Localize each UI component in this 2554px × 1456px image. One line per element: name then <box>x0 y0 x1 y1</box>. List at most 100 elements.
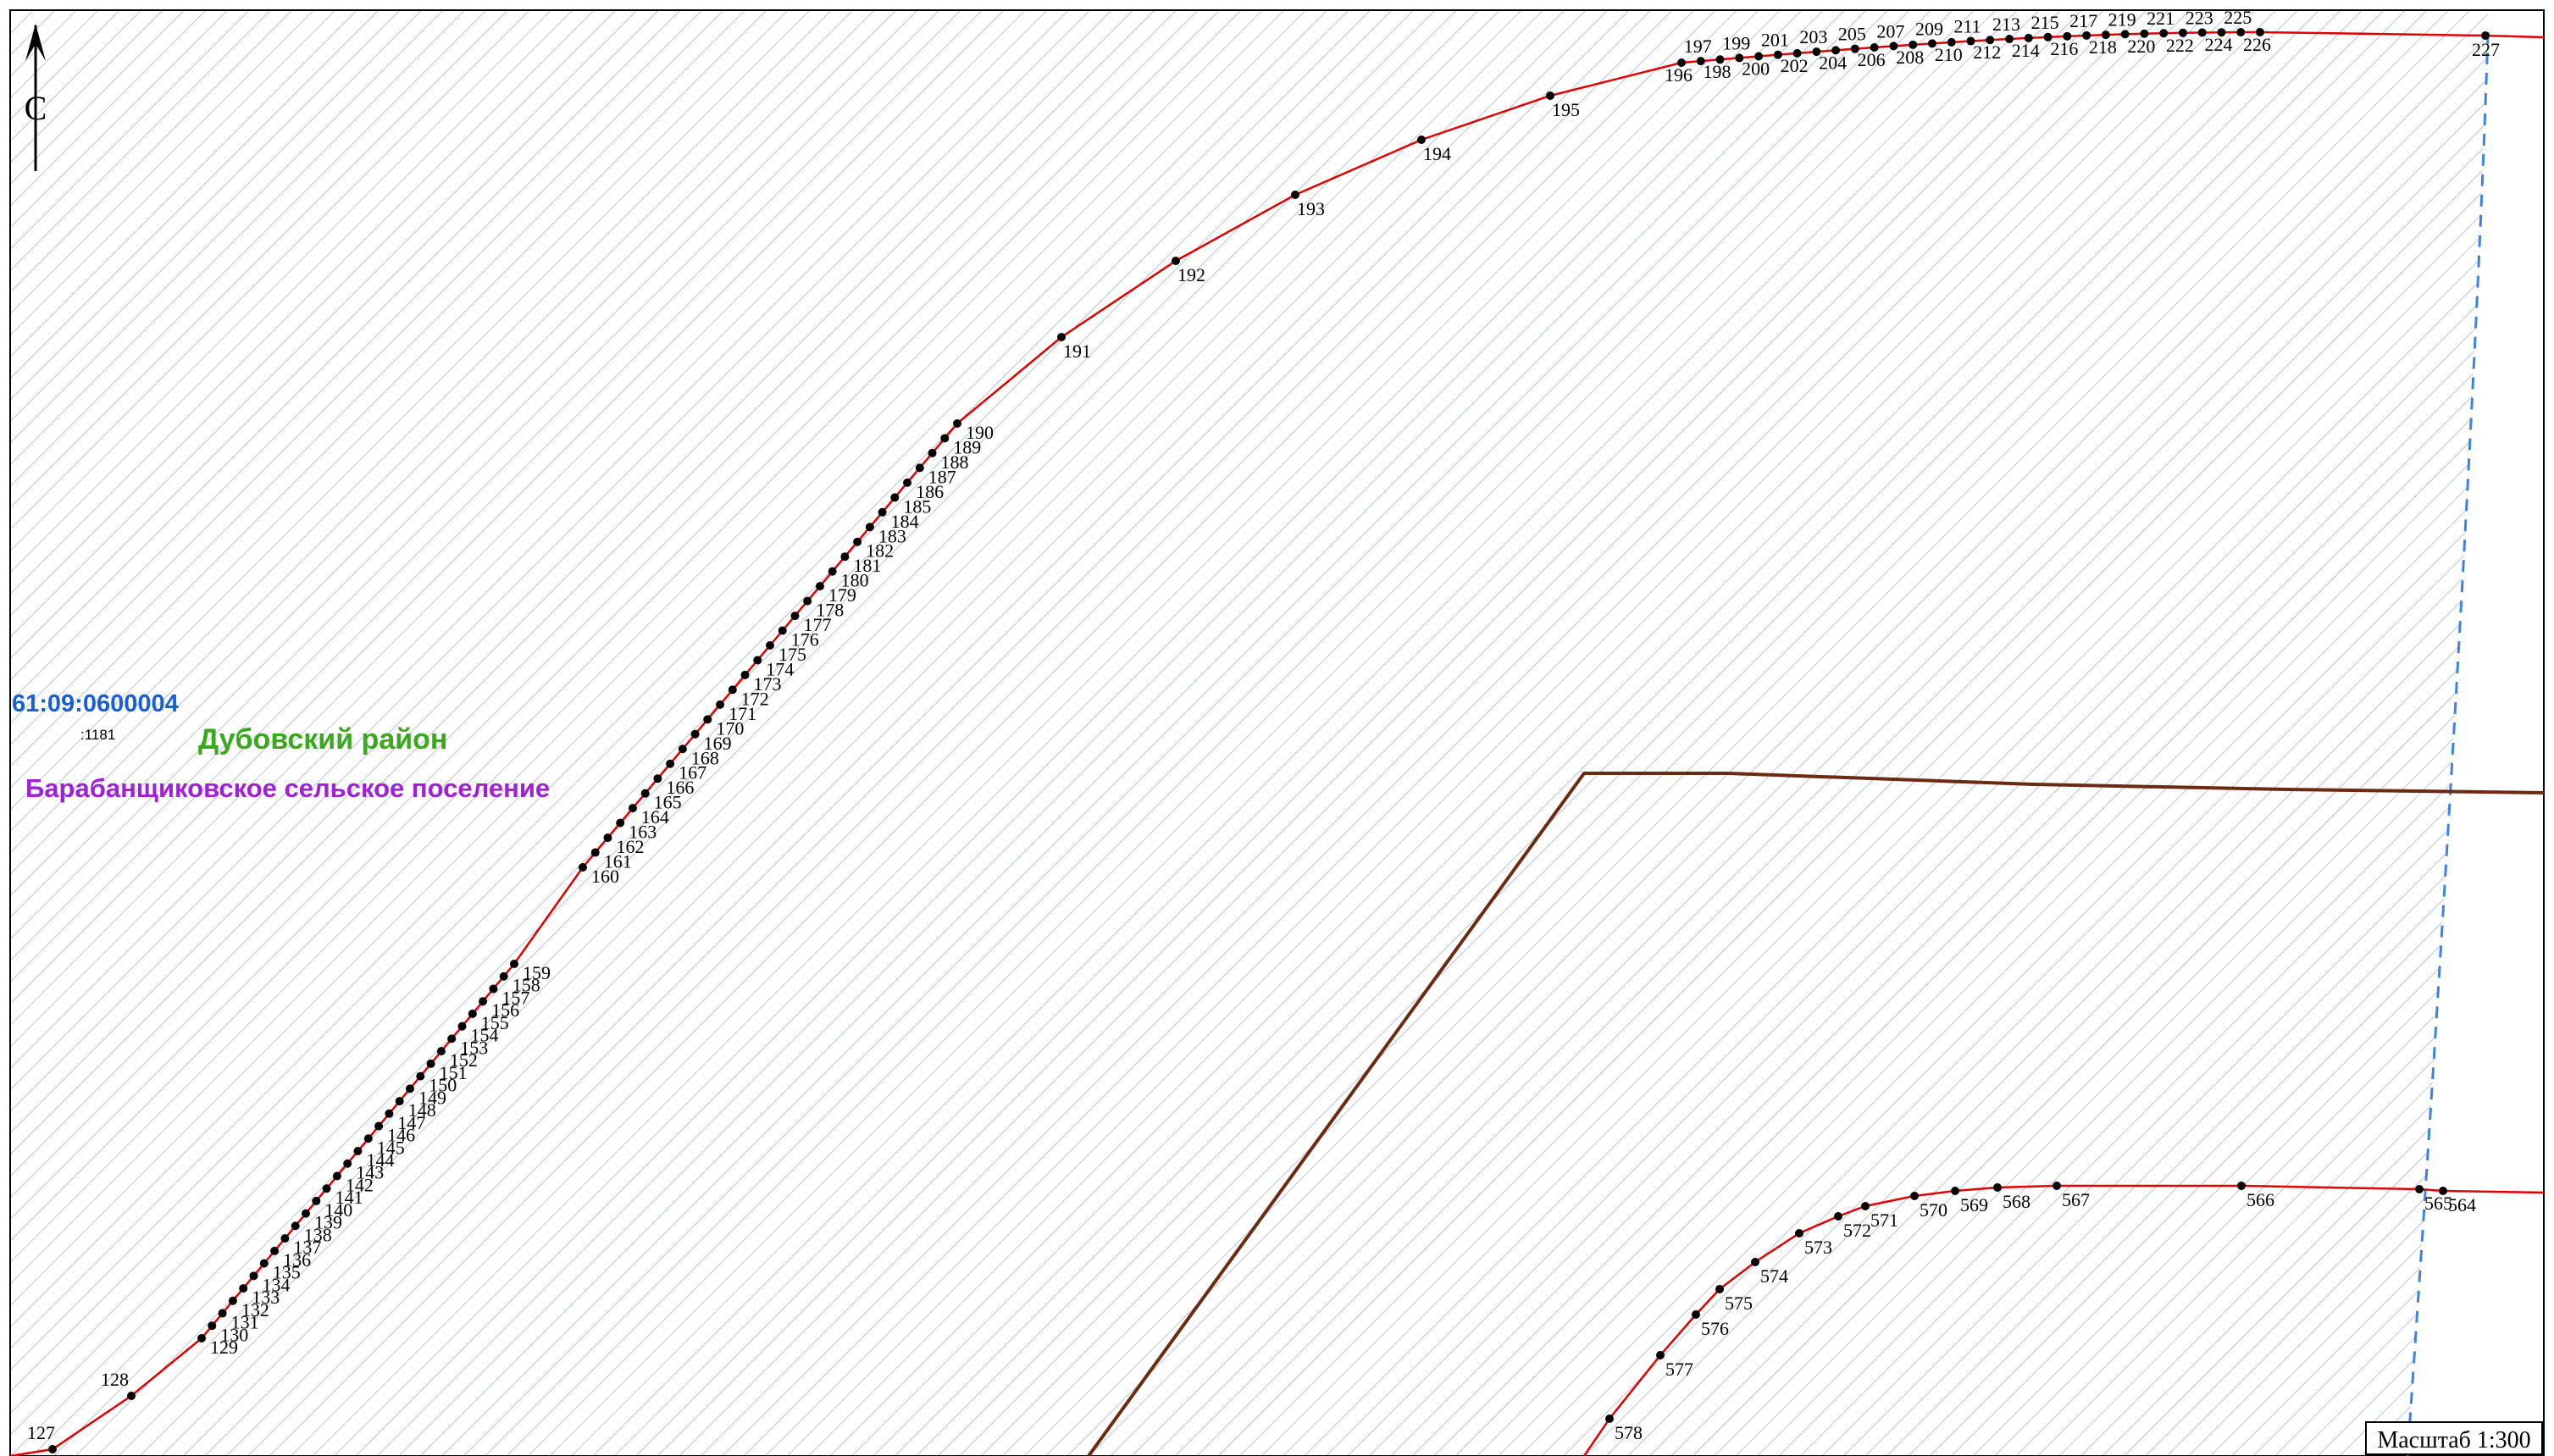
boundary-point-label: 202 <box>1781 55 1809 76</box>
boundary-point <box>666 759 675 768</box>
boundary-point <box>1291 191 1299 199</box>
boundary-point <box>878 507 887 517</box>
boundary-point <box>1605 1414 1614 1423</box>
scale-label: Масштаб 1:300 <box>2377 1427 2530 1453</box>
admin-border-line <box>1087 772 2545 1456</box>
boundary-point-label: 226 <box>2243 34 2271 55</box>
boundary-point <box>953 419 961 428</box>
boundary-point-label: 205 <box>1838 24 1866 45</box>
boundary-point <box>436 1047 446 1056</box>
boundary-point-label: 214 <box>2012 40 2040 61</box>
boundary-point-label: 132 <box>241 1299 269 1320</box>
boundary-point-label: 134 <box>263 1274 291 1295</box>
boundary-point-label: 180 <box>841 570 869 591</box>
boundary-point <box>197 1334 206 1343</box>
boundary-point-label: 148 <box>408 1099 436 1121</box>
boundary-point-label: 198 <box>1704 61 1731 82</box>
boundary-point <box>678 745 687 754</box>
boundary-point-label: 154 <box>471 1025 499 1046</box>
boundary-point-label: 127 <box>27 1422 55 1443</box>
boundary-point-label: 195 <box>1552 99 1580 120</box>
boundary-point <box>479 997 488 1006</box>
boundary-point <box>416 1071 425 1081</box>
boundary-point-label: 221 <box>2147 8 2175 29</box>
boundary-point <box>1927 39 1936 48</box>
boundary-point-label: 191 <box>1063 340 1091 362</box>
boundary-point-label: 574 <box>1760 1265 1788 1287</box>
boundary-point-label: 576 <box>1701 1318 1729 1339</box>
boundary-point <box>1546 91 1554 100</box>
boundary-point <box>1889 42 1898 51</box>
boundary-point <box>208 1321 217 1331</box>
map-frame <box>9 9 2545 1456</box>
boundary-point-label: 146 <box>387 1125 415 1146</box>
boundary-point-label: 137 <box>293 1237 321 1258</box>
boundary-point <box>2481 31 2490 40</box>
boundary-point <box>778 626 787 635</box>
boundary-point <box>728 685 737 695</box>
boundary-point-label: 183 <box>878 525 906 546</box>
boundary-point <box>1831 46 1841 55</box>
boundary-point <box>1870 43 1879 52</box>
boundary-point <box>766 641 774 650</box>
boundary-point-label: 217 <box>2069 10 2097 31</box>
boundary-point <box>2024 33 2033 42</box>
boundary-point <box>1792 48 1802 58</box>
boundary-point <box>280 1234 290 1243</box>
district-label: Дубовский район <box>198 723 447 756</box>
boundary-point <box>1735 53 1744 63</box>
boundary-point <box>1417 136 1426 144</box>
boundary-point-label: 173 <box>754 673 782 695</box>
boundary-point-label: 212 <box>1973 42 2001 63</box>
boundary-point-label: 130 <box>220 1324 248 1345</box>
boundary-point <box>1812 47 1821 57</box>
boundary-point <box>2063 31 2072 41</box>
boundary-point-label: 573 <box>1804 1237 1832 1258</box>
boundary-point <box>499 972 508 981</box>
boundary-point <box>928 448 937 457</box>
boundary-point <box>840 552 850 562</box>
boundary-point-label: 211 <box>1954 16 1981 37</box>
boundary-point <box>2237 1182 2246 1190</box>
boundary-point-label: 133 <box>252 1287 280 1308</box>
boundary-point <box>1795 1229 1803 1237</box>
boundary-point <box>1909 40 1918 49</box>
boundary-point-label: 159 <box>523 962 551 983</box>
boundary-point-label: 142 <box>346 1174 374 1195</box>
boundary-point-label: 193 <box>1297 198 1325 219</box>
boundary-point-label: 190 <box>966 422 994 443</box>
boundary-point-label: 571 <box>1870 1210 1898 1231</box>
boundary-point <box>1966 36 1975 46</box>
upper-boundary: 1271281291301311321331341351361371381391… <box>9 7 2545 1456</box>
boundary-point-label: 182 <box>866 540 894 562</box>
boundary-point <box>1057 333 1066 341</box>
boundary-point-label: 577 <box>1665 1359 1693 1380</box>
boundary-point <box>1656 1351 1665 1359</box>
boundary-point-label: 169 <box>704 733 732 754</box>
boundary-point-label: 196 <box>1665 64 1693 86</box>
boundary-point <box>2120 30 2130 39</box>
boundary-point-label: 569 <box>1960 1194 1988 1215</box>
boundary-point-label: 178 <box>816 600 844 621</box>
boundary-point <box>312 1196 321 1205</box>
boundary-point-label: 161 <box>604 851 632 872</box>
boundary-point-label: 149 <box>418 1087 446 1108</box>
cadastral-block-label: 61:09:0600004 <box>12 690 179 717</box>
boundary-point <box>2415 1185 2424 1193</box>
boundary-point <box>1754 52 1764 61</box>
boundary-point <box>1850 44 1859 53</box>
boundary-point <box>1951 1187 1959 1195</box>
boundary-point <box>1696 57 1705 66</box>
north-arrow: С <box>25 24 47 171</box>
boundary-point-label: 147 <box>397 1112 425 1133</box>
boundary-point <box>790 612 800 621</box>
boundary-point <box>1677 58 1686 67</box>
boundary-point-label: 192 <box>1177 264 1205 285</box>
boundary-point <box>716 700 725 709</box>
boundary-point-label: 145 <box>377 1137 405 1158</box>
boundary-point-label: 155 <box>481 1012 509 1033</box>
boundary-point <box>740 670 750 679</box>
boundary-point <box>703 715 712 724</box>
boundary-point <box>628 804 637 813</box>
